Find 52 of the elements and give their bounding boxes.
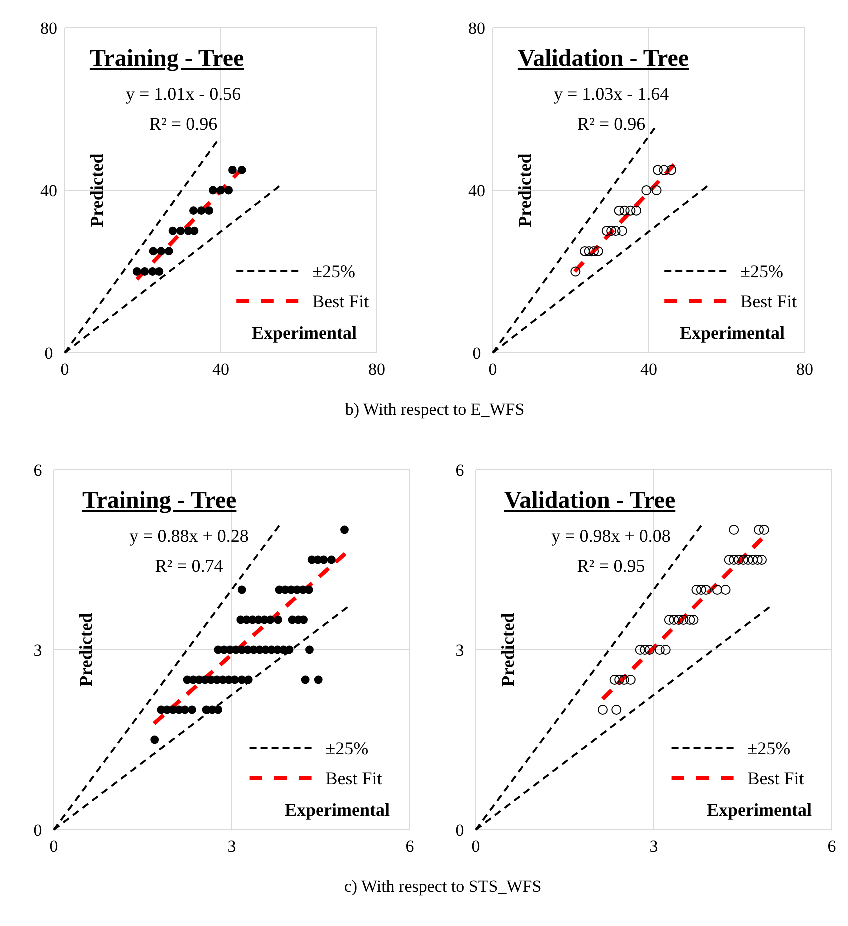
legend-label: Best Fit <box>326 768 382 788</box>
x-tick-label: 0 <box>488 360 498 379</box>
annotation: y = 0.88x + 0.28 <box>130 526 249 546</box>
annotation: y = 1.01x - 0.56 <box>126 84 242 104</box>
x-tick-label: 80 <box>796 360 814 379</box>
y-tick-label: 0 <box>34 820 42 840</box>
legend-label: ±25% <box>312 261 356 282</box>
x-tick-label: 6 <box>406 837 414 856</box>
legend-label: ±25% <box>748 738 791 758</box>
legend-label: ±25% <box>326 738 369 758</box>
x-tick-label: 3 <box>650 837 658 856</box>
y-tick-label: 0 <box>44 344 54 363</box>
y-tick-label: 0 <box>472 344 482 363</box>
x-tick-label: 6 <box>828 837 836 856</box>
legend-label: Best Fit <box>312 291 370 312</box>
y-axis-title: Predicted <box>498 613 518 687</box>
y-tick-label: 3 <box>34 640 42 660</box>
legend-label: Best Fit <box>740 291 798 312</box>
x-tick-label: 40 <box>212 360 230 379</box>
x-tick-label: 40 <box>640 360 658 379</box>
y-tick-label: 80 <box>468 18 486 38</box>
annotation: R² = 0.95 <box>577 556 646 576</box>
legend-label: Best Fit <box>748 768 804 788</box>
annotation: R² = 0.96 <box>578 114 646 134</box>
y-tick-label: 0 <box>456 820 464 840</box>
text: b) With respect to E_WFS <box>345 400 525 419</box>
y-axis-title: Predicted <box>515 154 535 228</box>
y-tick-label: 40 <box>40 181 58 200</box>
annotation: y = 0.98x + 0.08 <box>552 526 671 546</box>
annotation: R² = 0.96 <box>150 114 218 134</box>
x-tick-label: 80 <box>368 360 386 379</box>
text: Validation - Tree <box>504 488 676 514</box>
y-tick-label: 40 <box>468 181 486 200</box>
annotation: y = 1.03x - 1.64 <box>554 84 670 104</box>
text: Training - Tree <box>82 488 238 514</box>
x-axis-title: Experimental <box>680 323 785 343</box>
y-tick-label: 6 <box>456 460 464 480</box>
y-tick-label: 80 <box>40 18 58 38</box>
y-tick-label: 6 <box>34 460 42 480</box>
legend-label: ±25% <box>740 261 784 282</box>
x-axis-title: Experimental <box>285 800 390 820</box>
x-tick-label: 0 <box>60 360 70 379</box>
y-axis-title: Predicted <box>87 154 107 228</box>
text: c) With respect to STS_WFS <box>344 877 542 896</box>
y-tick-label: 3 <box>456 640 464 660</box>
x-axis-title: Experimental <box>252 323 357 343</box>
text: Validation - Tree <box>518 46 690 72</box>
annotation: R² = 0.74 <box>155 556 224 576</box>
text: Training - Tree <box>90 46 245 72</box>
y-axis-title: Predicted <box>76 613 96 687</box>
x-axis-title: Experimental <box>707 800 812 820</box>
x-tick-label: 3 <box>228 837 236 856</box>
